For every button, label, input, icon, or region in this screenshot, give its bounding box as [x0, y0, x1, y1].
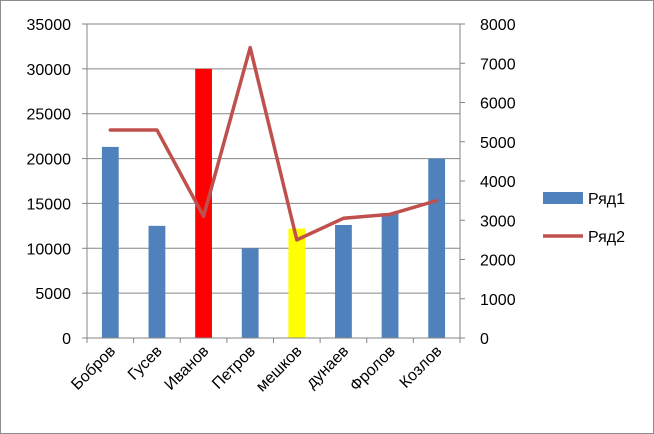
x-tick-label: Фролов	[347, 343, 399, 395]
left-tick-label: 35000	[27, 17, 72, 34]
x-tick-label: Бобров	[68, 343, 119, 394]
x-tick-label: дунаев	[303, 343, 352, 392]
left-tick-label: 15000	[27, 196, 72, 213]
right-tick-label: 4000	[480, 174, 516, 191]
left-tick-label: 30000	[27, 62, 72, 79]
axes	[82, 23, 465, 343]
x-tick-label: Гусев	[125, 343, 166, 384]
left-tick-label: 25000	[27, 107, 72, 124]
bar-мешков	[288, 228, 306, 338]
legend-swatch-ryad1	[543, 192, 583, 204]
line-ryad2	[108, 45, 439, 242]
x-tick-label: Иванов	[162, 343, 213, 394]
x-tick-label: Козлов	[397, 343, 446, 392]
right-tick-label: 6000	[480, 96, 516, 113]
bar-Бобров	[101, 146, 119, 338]
left-tick-label: 0	[62, 331, 71, 348]
bar-Иванов	[195, 68, 212, 338]
bar-Гусев	[148, 225, 166, 338]
left-axis-ticks: 0 5000 10000 15000 20000 25000 30000 35000	[27, 17, 72, 348]
legend-label-ryad2: Ряд2	[588, 229, 625, 246]
right-tick-label: 5000	[480, 135, 516, 152]
left-tick-label: 5000	[35, 286, 71, 303]
right-axis-ticks: 0 1000 2000 3000 4000 5000 6000 7000 8000	[480, 17, 516, 348]
right-tick-label: 1000	[480, 292, 516, 309]
gridlines	[87, 23, 460, 339]
right-tick-label: 8000	[480, 17, 516, 34]
right-tick-label: 3000	[480, 213, 516, 230]
bar-Петров	[241, 248, 259, 338]
bar-Фролов	[381, 213, 399, 338]
x-tick-label: мешков	[253, 343, 306, 396]
x-tick-label: Петров	[209, 343, 259, 393]
right-tick-label: 0	[480, 331, 489, 348]
x-axis-category-labels: Бобров ГусевИвановПетровмешковдунаевФроло…	[68, 343, 445, 396]
bar-дунаев	[335, 224, 352, 338]
legend: Ряд1 Ряд2	[543, 191, 625, 246]
right-tick-label: 7000	[480, 56, 516, 73]
bar-Козлов	[428, 158, 446, 338]
legend-label-ryad1: Ряд1	[588, 191, 625, 208]
right-tick-label: 2000	[480, 253, 516, 270]
left-tick-label: 20000	[27, 152, 72, 169]
line-series-ryad2	[108, 45, 439, 242]
left-tick-label: 10000	[27, 241, 72, 258]
